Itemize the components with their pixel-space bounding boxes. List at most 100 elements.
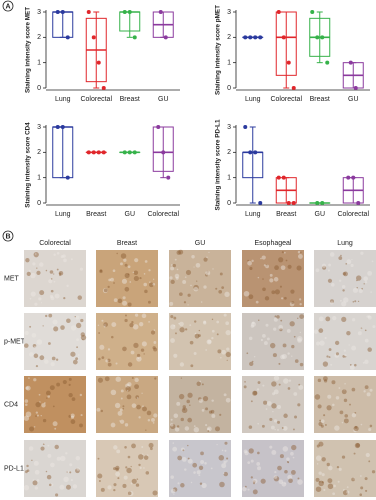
micrograph-texture [62,254,66,258]
micrograph-texture [198,398,203,403]
micrograph-texture [113,467,117,471]
y-tick-label: 2 [227,34,231,41]
micrograph-texture [148,442,154,448]
row-label: p-MET [4,338,26,345]
micrograph-texture [127,491,132,496]
micrograph-texture [25,385,31,391]
micrograph-texture [357,300,360,303]
micrograph-texture [281,297,284,300]
micrograph-texture [138,454,144,460]
micrograph-texture [344,414,349,418]
micrograph-texture [322,376,328,382]
micrograph-texture [185,269,192,276]
micrograph-texture [248,294,254,300]
micrograph-texture [170,338,175,343]
micrograph-texture [42,325,44,327]
micrograph-texture [122,407,125,410]
data-point [91,150,96,155]
micrograph-texture [98,480,101,483]
micrograph-texture [294,415,298,419]
micrograph-texture [59,484,65,490]
micrograph-texture [223,460,227,464]
micrograph-texture [352,318,356,322]
column-header: Lung [337,240,353,247]
micrograph-texture [111,335,114,339]
micrograph-texture [224,441,228,445]
micrograph-texture [278,257,284,263]
micrograph-texture [318,421,323,427]
data-point [351,175,356,180]
micrograph-texture [74,315,76,318]
micrograph-texture [42,418,47,423]
micrograph-texture [100,409,104,413]
micrograph-texture [66,471,69,473]
micrograph-texture [39,262,44,267]
micrograph-texture [205,270,211,276]
micrograph-texture [177,482,180,485]
micrograph-texture [113,483,117,487]
micrograph-texture [243,290,250,297]
micrograph-texture [187,417,193,423]
micrograph-texture [335,396,340,400]
micrograph-texture [208,251,210,254]
micrograph-texture [342,489,345,491]
micrograph-texture [48,342,51,345]
micrograph-texture [32,344,37,348]
data-point [356,201,361,205]
micrograph-texture [244,381,246,383]
micrograph-texture [271,403,277,409]
micrograph-texture [143,353,145,355]
micrograph-texture [76,467,80,471]
micrograph-texture [219,272,223,276]
data-point [286,201,291,205]
micrograph-texture [25,258,30,263]
micrograph-texture [117,410,123,416]
micrograph-texture [124,314,127,317]
column-header: Breast [117,240,137,247]
micrograph-texture [117,298,123,304]
micrograph-texture [151,417,155,422]
micrograph-texture [284,469,288,474]
micrograph-texture [149,282,154,288]
micrograph-texture [331,283,335,287]
micrograph-texture [50,462,55,468]
y-tick-label: 3 [37,9,41,16]
micrograph-texture [218,455,225,461]
micrograph-texture [33,460,39,466]
micrograph-texture [294,359,299,363]
micrograph-texture [143,467,145,469]
micrograph-texture [198,397,202,401]
micrograph-texture [107,358,111,363]
micrograph-texture [32,262,36,266]
micrograph-texture [249,361,254,367]
micrograph-texture [96,407,101,412]
micrograph-texture [67,470,70,473]
micrograph-texture [169,276,173,280]
y-tick-label: 2 [227,149,231,156]
micrograph-texture [152,282,156,286]
micrograph-texture [111,322,117,328]
micrograph-texture [201,482,207,489]
micrograph-texture [66,284,69,288]
micrograph-texture [180,447,185,452]
micrograph-texture [72,359,78,365]
micrograph-texture [119,420,121,422]
micrograph-texture [108,278,111,282]
micrograph-texture [183,408,186,411]
micrograph-texture [258,319,260,321]
data-point [156,125,161,129]
data-point [258,201,263,205]
micrograph-texture [367,315,372,320]
x-tick-label: GU [348,96,359,103]
micrograph-texture [280,319,283,322]
micrograph-texture [66,318,71,324]
micrograph-texture [154,377,157,380]
micrograph-texture [138,321,144,327]
micrograph-texture [210,409,215,414]
micrograph-texture [145,471,150,475]
micrograph-texture [115,362,118,365]
micrograph-texture [35,415,37,417]
micrograph-texture [250,400,253,403]
micrograph-texture [328,348,332,351]
micrograph-texture [110,277,114,282]
